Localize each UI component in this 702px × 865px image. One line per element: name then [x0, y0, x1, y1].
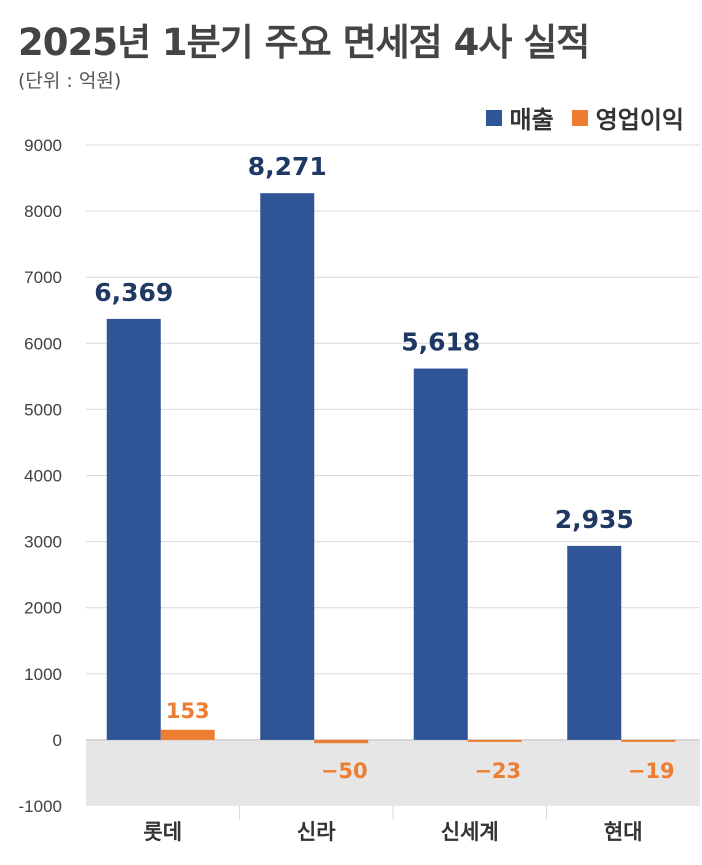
x-category-label: 신라 — [297, 820, 336, 844]
profit-bar — [467, 739, 522, 742]
profit-data-label: 153 — [166, 699, 210, 723]
unit-note: (단위 : 억원) — [18, 70, 122, 92]
y-tick-label: 7000 — [24, 268, 62, 287]
y-tick-label: 9000 — [24, 136, 62, 155]
legend: 매출 영업이익 — [468, 100, 684, 135]
legend-item-sales: 매출 — [485, 100, 554, 135]
legend-label-profit: 영업이익 — [595, 106, 684, 134]
profit-data-label: −23 — [474, 759, 521, 783]
legend-swatch-sales — [485, 109, 502, 126]
sales-bar — [106, 318, 161, 740]
y-tick-label: 5000 — [24, 400, 62, 419]
y-tick-label: -1000 — [19, 797, 62, 816]
y-tick-label: 8000 — [24, 202, 62, 221]
y-tick-label: 6000 — [24, 334, 62, 353]
negative-band — [86, 739, 700, 806]
sales-data-label: 6,369 — [94, 278, 173, 307]
profit-bar — [160, 729, 215, 740]
sales-bar — [567, 545, 622, 740]
legend-swatch-profit — [571, 109, 588, 126]
profit-bar — [621, 739, 676, 742]
sales-bar — [413, 368, 468, 740]
x-category-label: 신세계 — [441, 820, 499, 844]
y-tick-label: 0 — [53, 731, 62, 750]
profit-bar — [314, 739, 369, 744]
y-tick-label: 4000 — [24, 467, 62, 486]
profit-data-label: −19 — [628, 759, 675, 783]
sales-data-label: 2,935 — [555, 505, 634, 534]
y-tick-label: 3000 — [24, 533, 62, 552]
sales-bar — [260, 193, 315, 740]
sales-data-label: 8,271 — [248, 152, 327, 181]
legend-label-sales: 매출 — [509, 106, 554, 134]
y-tick-label: 1000 — [24, 665, 62, 684]
x-category-label: 현대 — [604, 820, 643, 844]
y-tick-label: 2000 — [24, 599, 62, 618]
legend-item-profit: 영업이익 — [571, 100, 684, 135]
sales-data-label: 5,618 — [401, 328, 480, 357]
x-category-label: 롯데 — [143, 820, 182, 844]
profit-data-label: −50 — [321, 759, 368, 783]
chart-title: 2025년 1분기 주요 면세점 4사 실적 — [18, 21, 590, 64]
